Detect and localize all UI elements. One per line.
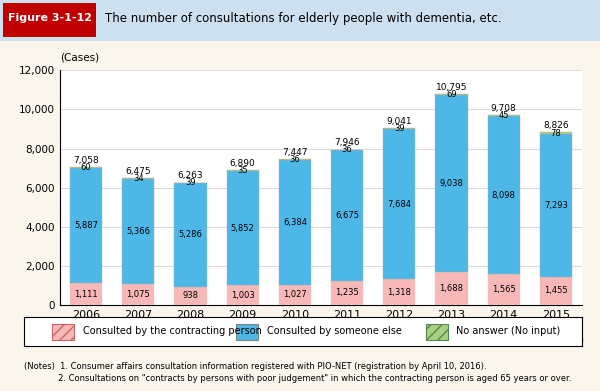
Text: 10,795: 10,795 [436, 83, 467, 91]
Text: 1,235: 1,235 [335, 289, 359, 298]
Text: Consulted by the contracting person: Consulted by the contracting person [83, 326, 262, 336]
Text: 1,688: 1,688 [439, 284, 464, 293]
Text: 78: 78 [551, 129, 561, 138]
Bar [383, 129, 415, 279]
Text: 36: 36 [290, 155, 300, 164]
Text: 5,887: 5,887 [74, 221, 98, 230]
Bar [383, 128, 415, 129]
Text: 60: 60 [81, 163, 91, 172]
Text: 8,098: 8,098 [492, 191, 515, 200]
Text: The number of consultations for elderly people with dementia, etc.: The number of consultations for elderly … [105, 12, 502, 25]
Text: 8,826: 8,826 [543, 121, 569, 130]
Bar [70, 168, 102, 283]
Bar [227, 171, 259, 285]
Text: 7,293: 7,293 [544, 201, 568, 210]
Text: 1,565: 1,565 [492, 285, 515, 294]
Bar [175, 287, 206, 305]
Text: 34: 34 [133, 174, 143, 183]
Bar [331, 150, 363, 281]
Text: 69: 69 [446, 90, 457, 99]
Text: 1,455: 1,455 [544, 286, 568, 295]
Text: 7,946: 7,946 [334, 138, 360, 147]
Text: (FY): (FY) [565, 334, 584, 344]
Text: 36: 36 [342, 145, 352, 154]
Text: 35: 35 [238, 166, 248, 175]
Bar [331, 281, 363, 305]
Text: 7,684: 7,684 [388, 199, 412, 209]
Text: 9,041: 9,041 [386, 117, 412, 126]
FancyBboxPatch shape [236, 324, 259, 340]
Text: 2. Consultations on "contracts by persons with poor judgement" in which the cont: 2. Consultations on "contracts by person… [24, 374, 571, 383]
FancyBboxPatch shape [3, 3, 96, 37]
Bar [436, 94, 467, 95]
Text: 9,708: 9,708 [491, 104, 517, 113]
Bar [70, 167, 102, 168]
Text: 6,475: 6,475 [125, 167, 151, 176]
Text: 1,111: 1,111 [74, 290, 98, 299]
Bar [488, 115, 520, 116]
Bar [540, 134, 572, 276]
Text: 5,366: 5,366 [127, 227, 151, 236]
Bar [279, 160, 311, 285]
Bar [279, 285, 311, 305]
Text: 5,286: 5,286 [179, 230, 202, 239]
Bar [70, 283, 102, 305]
Bar [383, 279, 415, 305]
Text: 1,318: 1,318 [388, 288, 411, 297]
FancyBboxPatch shape [426, 324, 448, 340]
FancyBboxPatch shape [52, 324, 74, 340]
Text: 7,447: 7,447 [282, 148, 308, 157]
Text: 39: 39 [185, 178, 196, 187]
Text: 6,263: 6,263 [178, 171, 203, 180]
Text: 1,027: 1,027 [283, 291, 307, 300]
Bar [540, 276, 572, 305]
Bar [436, 272, 467, 305]
Text: 5,852: 5,852 [231, 224, 254, 233]
Text: 6,890: 6,890 [230, 159, 256, 168]
Text: Figure 3-1-12: Figure 3-1-12 [8, 13, 92, 23]
Text: (Notes)  1. Consumer affairs consultation information registered with PIO-NET (r: (Notes) 1. Consumer affairs consultation… [24, 362, 487, 371]
Bar [540, 133, 572, 134]
Text: 45: 45 [499, 111, 509, 120]
Text: 1,003: 1,003 [231, 291, 254, 300]
Bar [175, 183, 206, 287]
Bar [122, 179, 154, 284]
Bar [488, 274, 520, 305]
Text: 39: 39 [394, 124, 404, 133]
Text: No answer (No input): No answer (No input) [457, 326, 561, 336]
Bar [488, 116, 520, 274]
Bar [122, 284, 154, 305]
Bar [436, 95, 467, 272]
Text: 1,075: 1,075 [127, 290, 150, 299]
Text: 7,058: 7,058 [73, 156, 99, 165]
Text: (Cases): (Cases) [60, 52, 99, 63]
Text: 6,384: 6,384 [283, 218, 307, 227]
Bar [122, 178, 154, 179]
Bar [227, 285, 259, 305]
Text: 9,038: 9,038 [440, 179, 463, 188]
Text: 6,675: 6,675 [335, 211, 359, 220]
Bar [227, 170, 259, 171]
Text: Consulted by someone else: Consulted by someone else [267, 326, 401, 336]
Text: 938: 938 [182, 291, 199, 300]
